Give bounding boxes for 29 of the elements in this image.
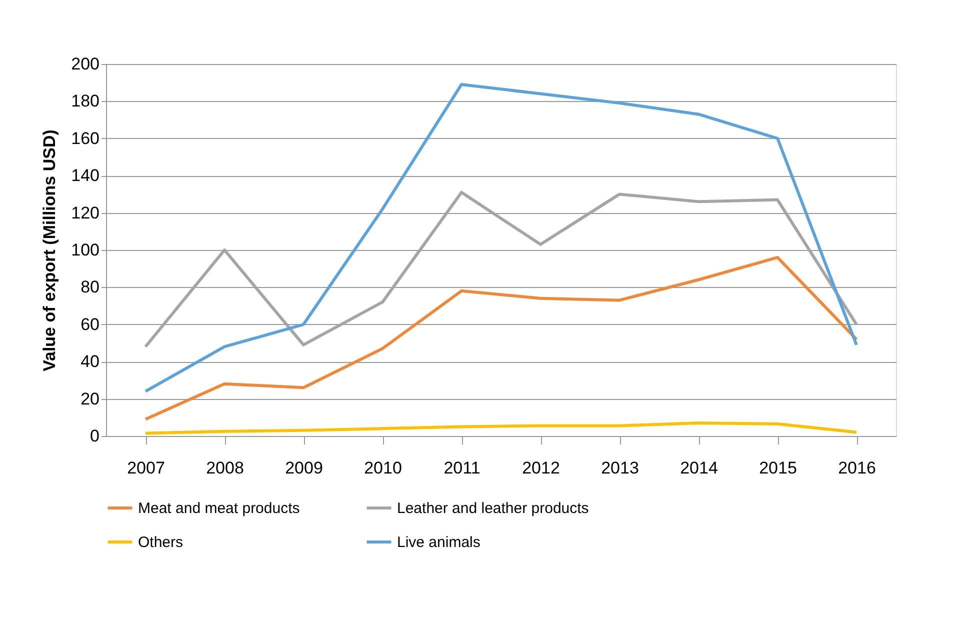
x-tick-label: 2015 bbox=[759, 458, 797, 478]
y-tick-label: 0 bbox=[90, 426, 100, 446]
line-series bbox=[144, 421, 858, 435]
legend-label: Meat and meat products bbox=[138, 500, 300, 517]
x-tick-label: 2013 bbox=[601, 458, 639, 478]
x-tick-label: 2007 bbox=[127, 458, 165, 478]
y-tick-label: 20 bbox=[80, 389, 100, 408]
x-tick-label: 2016 bbox=[838, 458, 876, 478]
x-tick-label: 2008 bbox=[206, 458, 244, 478]
legend-label: Others bbox=[138, 534, 184, 551]
x-tick-label: 2011 bbox=[444, 458, 480, 478]
y-tick-label: 80 bbox=[80, 278, 100, 297]
y-tick-label: 120 bbox=[71, 203, 100, 222]
x-tick-label: 2010 bbox=[364, 458, 402, 478]
y-tick-label: 200 bbox=[71, 54, 100, 74]
y-tick-label: 40 bbox=[80, 352, 100, 372]
y-axis-title: Value of export (Millions USD) bbox=[40, 130, 60, 372]
y-tick-label: 60 bbox=[80, 314, 100, 334]
y-tick-label: 180 bbox=[71, 92, 100, 111]
legend-label: Leather and leather products bbox=[397, 500, 589, 517]
y-tick-label: 140 bbox=[71, 166, 100, 186]
x-tick-label: 2014 bbox=[680, 458, 718, 478]
legend-label: Live animals bbox=[397, 534, 480, 551]
y-tick-label: 160 bbox=[71, 128, 100, 148]
y-tick-label: 100 bbox=[71, 240, 100, 260]
x-tick-label: 2009 bbox=[285, 458, 323, 478]
line-series bbox=[144, 82, 858, 393]
x-tick-label: 2012 bbox=[522, 458, 560, 478]
line-series bbox=[144, 256, 858, 421]
